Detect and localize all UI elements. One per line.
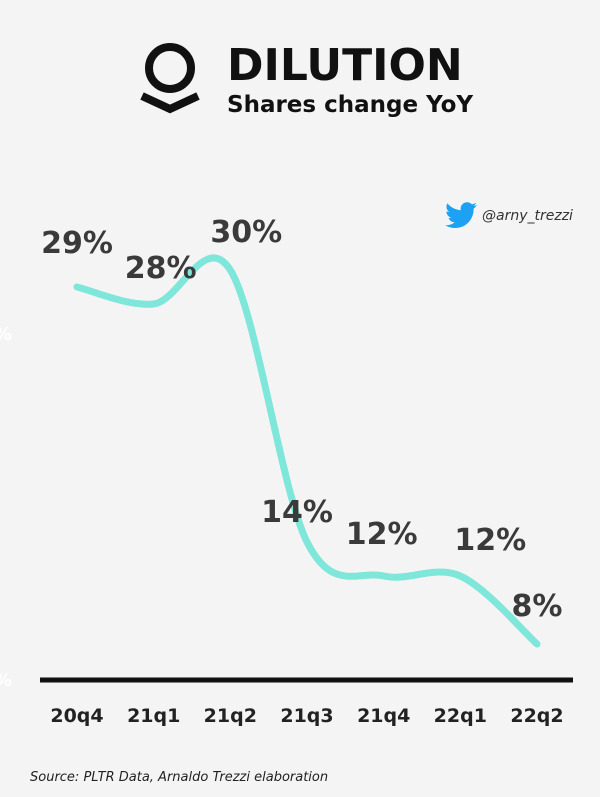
x-tick-21q1: 21q1: [127, 705, 180, 727]
series-line: [73, 254, 541, 648]
data-label-22q1: 12%: [454, 523, 526, 558]
x-tick-21q4: 21q4: [357, 705, 410, 727]
data-labels: 29% 28% 30% 14% 12% 12% 8%: [41, 215, 562, 624]
x-axis-ticks: 20q4 21q1 21q2 21q3 21q4 22q1 22q2: [50, 705, 563, 727]
x-tick-21q2: 21q2: [204, 705, 257, 727]
data-label-21q3: 14%: [261, 495, 333, 530]
ghost-label-lower: %: [0, 670, 12, 691]
palantir-logo-icon: [140, 43, 200, 114]
ghost-label-upper: %: [0, 324, 12, 345]
x-tick-22q2: 22q2: [510, 705, 563, 727]
twitter-handle: @arny_trezzi: [482, 208, 573, 224]
source-note: Source: PLTR Data, Arnaldo Trezzi elabor…: [30, 770, 328, 785]
x-tick-20q4: 20q4: [50, 705, 103, 727]
data-label-21q1: 28%: [125, 251, 197, 286]
data-label-21q2: 30%: [210, 215, 282, 250]
x-tick-22q1: 22q1: [434, 705, 487, 727]
twitter-bird-icon: [445, 202, 477, 228]
chart-subtitle: Shares change YoY: [227, 92, 473, 118]
data-label-20q4: 29%: [41, 226, 113, 261]
data-label-21q4: 12%: [346, 517, 418, 552]
data-label-22q2: 8%: [512, 589, 563, 624]
x-tick-21q3: 21q3: [280, 705, 333, 727]
chart-title: DILUTION: [227, 40, 463, 91]
